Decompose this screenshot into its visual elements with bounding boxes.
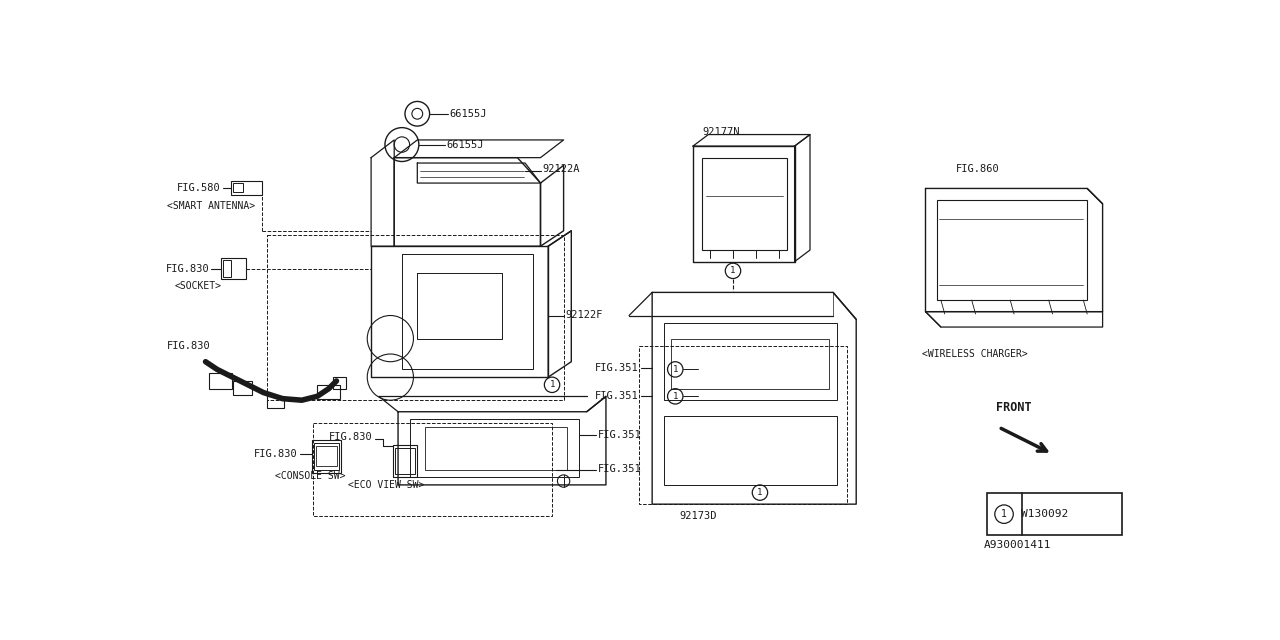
Bar <box>312 440 340 472</box>
Text: 66155J: 66155J <box>447 140 484 150</box>
Bar <box>316 447 337 467</box>
Bar <box>639 346 847 504</box>
Bar <box>410 419 579 477</box>
Bar <box>314 444 339 470</box>
Bar <box>703 157 787 250</box>
Text: 66155J: 66155J <box>449 109 488 119</box>
Bar <box>223 260 230 277</box>
Text: 1: 1 <box>672 365 678 374</box>
Text: FIG.580: FIG.580 <box>177 182 221 193</box>
Text: A930001411: A930001411 <box>984 540 1052 550</box>
Bar <box>664 415 837 485</box>
Bar <box>664 323 837 400</box>
Text: <WIRELESS CHARGER>: <WIRELESS CHARGER> <box>922 349 1028 359</box>
Bar <box>268 235 563 400</box>
Text: 92122F: 92122F <box>566 310 603 321</box>
Bar <box>230 180 262 195</box>
Text: FRONT: FRONT <box>996 401 1032 415</box>
Text: 92177N: 92177N <box>703 127 740 137</box>
Bar <box>233 381 252 395</box>
Text: 92122A: 92122A <box>543 164 580 174</box>
Text: 92173D: 92173D <box>680 511 717 521</box>
Bar <box>317 385 340 399</box>
Text: FIG.830: FIG.830 <box>165 264 210 273</box>
Bar <box>937 200 1087 300</box>
Text: W130092: W130092 <box>1021 509 1069 519</box>
Text: 1: 1 <box>1001 509 1007 519</box>
Text: FIG.830: FIG.830 <box>329 432 372 442</box>
Bar <box>396 448 415 474</box>
Text: 1: 1 <box>549 380 554 389</box>
Bar <box>314 423 552 516</box>
Bar <box>425 427 567 470</box>
Bar <box>333 377 347 388</box>
Bar <box>393 445 417 477</box>
Bar <box>233 183 243 192</box>
Text: <CONSOLE SW>: <CONSOLE SW> <box>275 470 346 481</box>
Bar <box>268 396 284 408</box>
Bar <box>210 373 233 388</box>
Bar <box>987 493 1121 535</box>
Text: 1: 1 <box>758 488 763 497</box>
Text: <ECO VIEW SW>: <ECO VIEW SW> <box>348 480 425 490</box>
Text: 1: 1 <box>731 266 736 275</box>
Bar <box>672 339 829 388</box>
Text: FIG.830: FIG.830 <box>255 449 298 459</box>
Text: FIG.351: FIG.351 <box>594 363 639 373</box>
Text: FIG.351: FIG.351 <box>598 465 643 474</box>
Text: <SOCKET>: <SOCKET> <box>175 281 221 291</box>
Text: FIG.830: FIG.830 <box>168 341 211 351</box>
Text: FIG.860: FIG.860 <box>956 164 1000 174</box>
Text: FIG.351: FIG.351 <box>598 430 643 440</box>
Text: FIG.351: FIG.351 <box>594 391 639 401</box>
Text: 1: 1 <box>672 392 678 401</box>
Bar <box>221 258 246 279</box>
Text: <SMART ANTENNA>: <SMART ANTENNA> <box>168 201 255 211</box>
